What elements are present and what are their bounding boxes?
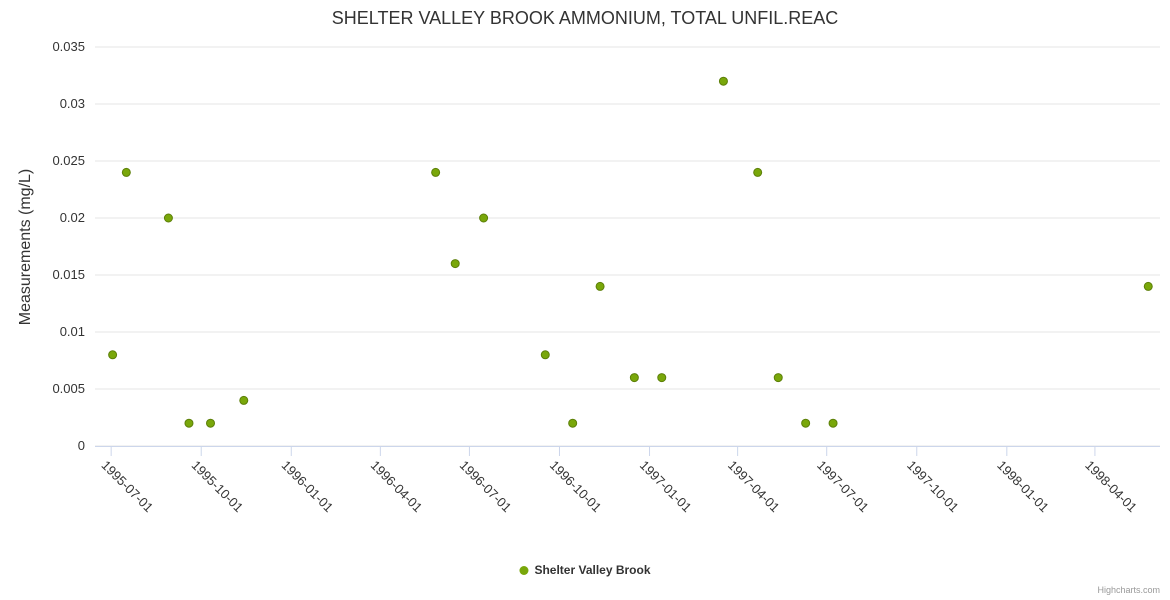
legend-marker-icon xyxy=(519,565,529,575)
y-axis-tick-label: 0.025 xyxy=(52,153,85,168)
data-point[interactable] xyxy=(595,281,605,291)
x-axis-tick-label: 1998-04-01 xyxy=(1082,458,1140,516)
x-axis-tick-label: 1998-01-01 xyxy=(994,458,1052,516)
data-point[interactable] xyxy=(657,373,667,383)
y-axis-tick-label: 0.02 xyxy=(60,210,85,225)
data-point[interactable] xyxy=(568,418,578,428)
data-point[interactable] xyxy=(1143,281,1153,291)
data-point[interactable] xyxy=(801,418,811,428)
x-axis-tick-label: 1996-01-01 xyxy=(279,458,337,516)
x-axis-tick-label: 1997-01-01 xyxy=(637,458,695,516)
data-point[interactable] xyxy=(718,76,728,86)
highcharts-credits-link[interactable]: Highcharts.com xyxy=(1097,585,1160,595)
data-point[interactable] xyxy=(629,373,639,383)
x-axis-tick-label: 1995-10-01 xyxy=(189,458,247,516)
data-point[interactable] xyxy=(540,350,550,360)
legend-item[interactable]: Shelter Valley Brook xyxy=(519,563,651,577)
x-axis-tick-label: 1996-04-01 xyxy=(368,458,426,516)
data-point[interactable] xyxy=(121,167,131,177)
data-point[interactable] xyxy=(108,350,118,360)
data-point[interactable] xyxy=(479,213,489,223)
data-point[interactable] xyxy=(753,167,763,177)
data-point[interactable] xyxy=(431,167,441,177)
x-axis-tick-label: 1997-10-01 xyxy=(904,458,962,516)
x-axis-tick-label: 1997-04-01 xyxy=(725,458,783,516)
y-axis-tick-label: 0.01 xyxy=(60,324,85,339)
data-point[interactable] xyxy=(828,418,838,428)
x-axis-tick-label: 1996-07-01 xyxy=(457,458,515,516)
data-point[interactable] xyxy=(184,418,194,428)
y-axis-tick-label: 0.015 xyxy=(52,267,85,282)
data-point[interactable] xyxy=(773,373,783,383)
x-axis-tick-label: 1995-07-01 xyxy=(99,458,157,516)
data-point[interactable] xyxy=(450,259,460,269)
data-point[interactable] xyxy=(239,395,249,405)
data-point[interactable] xyxy=(206,418,216,428)
y-axis-tick-label: 0.005 xyxy=(52,381,85,396)
legend-label: Shelter Valley Brook xyxy=(534,563,651,577)
chart-title: SHELTER VALLEY BROOK AMMONIUM, TOTAL UNF… xyxy=(331,8,839,28)
y-axis-tick-label: 0.035 xyxy=(52,39,85,54)
y-axis-tick-label: 0.03 xyxy=(60,96,85,111)
x-axis-tick-label: 1997-07-01 xyxy=(814,458,872,516)
y-axis-tick-label: 0 xyxy=(78,438,85,453)
data-point[interactable] xyxy=(163,213,173,223)
x-axis-tick-label: 1996-10-01 xyxy=(547,458,605,516)
